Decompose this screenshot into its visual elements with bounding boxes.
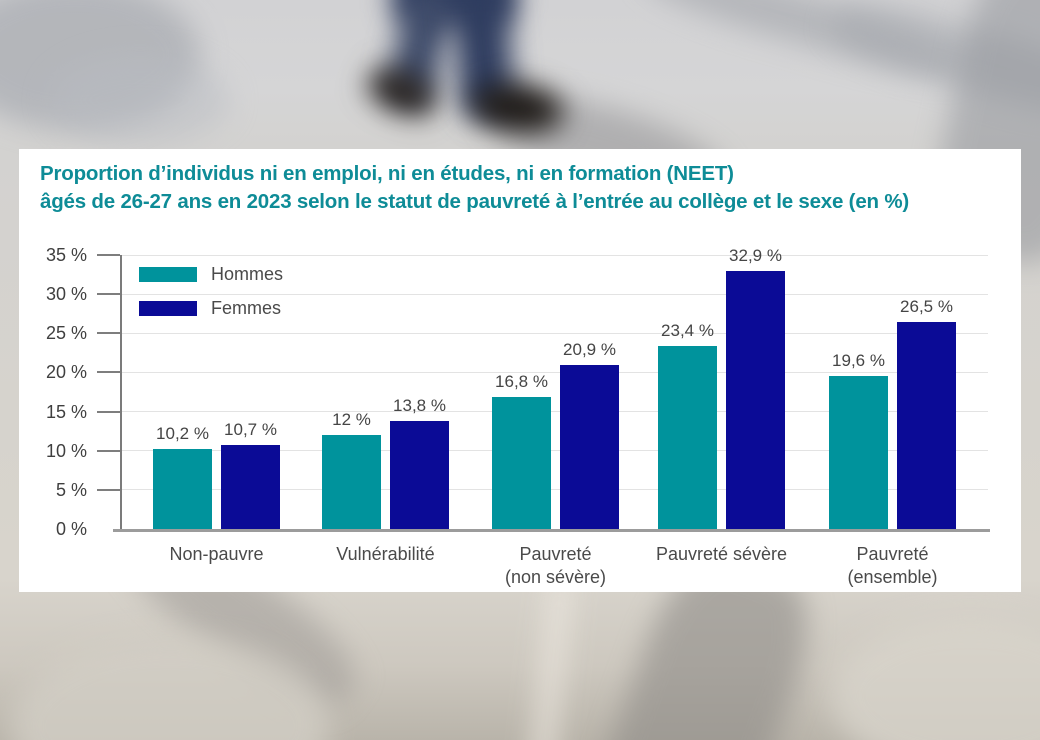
y-axis-label: 10 %	[45, 440, 87, 461]
bar-femmes-1	[221, 445, 280, 529]
bar-femmes-5	[897, 321, 956, 529]
gridline	[122, 254, 988, 256]
floor-tile-line	[527, 577, 571, 740]
value-label-hommes-1: 10,2 %	[156, 424, 209, 444]
y-axis-label: 25 %	[45, 323, 87, 344]
gridline	[122, 489, 988, 491]
gridline	[122, 371, 988, 373]
bar-femmes-2	[390, 420, 449, 529]
legend-label-femmes: Femmes	[211, 298, 282, 318]
gridline	[122, 332, 988, 334]
legend-swatch-femmes	[139, 301, 197, 316]
x-axis-category-line: (non sévère)	[504, 567, 607, 587]
chart-title-line-2: âgés de 26-27 ans en 2023 selon le statu…	[40, 190, 909, 213]
x-axis-category-line: Vulnérabilité	[336, 544, 435, 564]
plot-area: Hommes Femmes 35 % 30 % 25 % 20 % 15 % 10 % 5 …	[46, 245, 990, 587]
value-label-femmes-1: 10,7 %	[224, 420, 277, 440]
x-axis-category-line: (ensemble)	[847, 567, 938, 587]
x-axis-category-line: Pauvreté	[519, 544, 592, 564]
bar-group: 16,8 % 20,9 %	[492, 255, 619, 529]
bar-group: 12 % 13,8 %	[322, 255, 449, 529]
value-label-femmes-2: 13,8 %	[393, 395, 446, 415]
background-shadow	[50, 55, 230, 145]
legend-item-hommes: Hommes	[139, 261, 283, 288]
y-axis-label: 5 %	[55, 479, 87, 500]
bar-femmes-3	[560, 365, 619, 529]
gridline	[122, 411, 988, 413]
x-axis-category-label: Pauvreté (non sévère)	[461, 543, 651, 589]
chart-title: Proportion d’individus ni en emploi, ni …	[40, 160, 1000, 216]
bar-hommes-2	[322, 435, 381, 529]
value-label-hommes-2: 12 %	[332, 410, 371, 430]
x-axis-category-label: Non-pauvre	[122, 543, 312, 566]
chart-title-line-1: Proportion d’individus ni en emploi, ni …	[40, 162, 734, 185]
y-axis-tick	[97, 488, 120, 491]
bar-hommes-3	[492, 397, 551, 529]
legend: Hommes Femmes	[139, 261, 283, 329]
legend-swatch-hommes	[139, 267, 197, 282]
bar-hommes-5	[829, 375, 888, 529]
legend-label-hommes: Hommes	[211, 264, 284, 284]
x-axis-category-line: Non-pauvre	[169, 544, 264, 564]
value-label-hommes-4: 23,4 %	[661, 320, 714, 340]
y-axis-tick	[97, 332, 120, 335]
y-axis-tick	[97, 293, 120, 296]
bar-hommes-4	[658, 345, 717, 529]
background-highlight	[830, 616, 1040, 740]
x-axis-category-line: Pauvreté sévère	[655, 544, 788, 564]
y-axis-label: 30 %	[45, 284, 87, 305]
gridline	[122, 450, 988, 452]
y-axis-label: 0 %	[55, 519, 87, 539]
x-axis-category-label: Vulnérabilité	[291, 543, 481, 566]
y-axis-tick	[97, 371, 120, 374]
legend-item-femmes: Femmes	[139, 295, 283, 322]
value-label-hommes-3: 16,8 %	[495, 372, 548, 392]
bar-group: 10,2 % 10,7 %	[153, 255, 280, 529]
value-label-hommes-5: 19,6 %	[832, 350, 885, 370]
x-axis-category-label: Pauvreté sévère	[627, 543, 817, 566]
bar-group: 23,4 % 32,9 %	[658, 246, 785, 529]
value-label-femmes-3: 20,9 %	[563, 340, 616, 360]
value-label-femmes-5: 26,5 %	[900, 296, 953, 316]
x-axis-line	[113, 529, 990, 532]
bar-group: 19,6 % 26,5 %	[829, 255, 956, 529]
chart-card: Proportion d’individus ni en emploi, ni …	[19, 149, 1021, 592]
y-axis-line	[120, 255, 122, 529]
y-axis-label: 15 %	[45, 401, 87, 422]
value-label-femmes-4: 32,9 %	[729, 246, 782, 266]
y-axis-label: 35 %	[45, 245, 87, 265]
gridline	[122, 293, 988, 295]
y-axis-label: 20 %	[45, 362, 87, 383]
x-axis-category-line: Pauvreté	[856, 544, 929, 564]
bar-hommes-1	[153, 449, 212, 529]
y-axis-tick	[97, 449, 120, 452]
x-axis-category-label: Pauvreté (ensemble)	[798, 543, 988, 589]
y-axis-tick	[97, 254, 120, 256]
y-axis-tick	[97, 410, 120, 413]
bar-femmes-4	[726, 271, 785, 529]
